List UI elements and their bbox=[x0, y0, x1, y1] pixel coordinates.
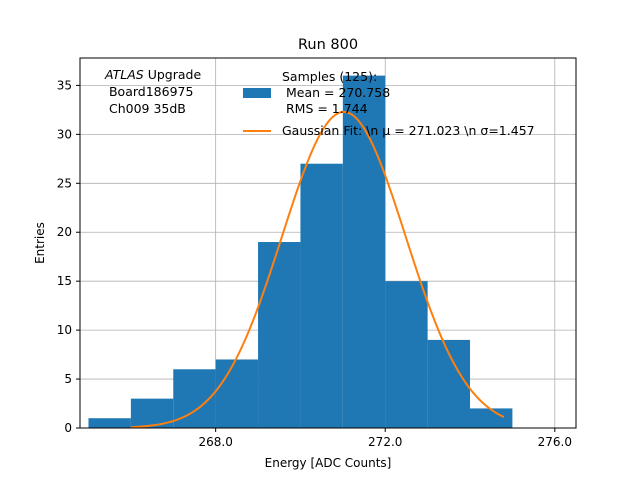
histogram-bar-0 bbox=[88, 418, 131, 428]
y-tick-label-0: 0 bbox=[64, 421, 72, 435]
legend-histogram-label-line-3: RMS = 1.744 bbox=[282, 101, 368, 116]
y-tick-label-1: 5 bbox=[64, 372, 72, 386]
plot-frame bbox=[79, 57, 577, 429]
y-tick-label-2: 10 bbox=[57, 323, 72, 337]
x-tick-label-1: 272.0 bbox=[368, 435, 402, 449]
annotation-channel: Ch009 35dB bbox=[105, 101, 186, 116]
legend-histogram-label-line-1: Samples (125): bbox=[282, 69, 377, 84]
annotation-experiment: ATLAS bbox=[104, 67, 144, 82]
legend-histogram-swatch bbox=[243, 88, 271, 98]
svg-text:ATLAS Upgrade: ATLAS Upgrade bbox=[104, 67, 201, 82]
chart-title: Run 800 bbox=[298, 37, 358, 53]
y-axis-ticks: 0 5 10 15 20 25 30 35 bbox=[57, 78, 80, 435]
y-tick-label-3: 15 bbox=[57, 274, 72, 288]
x-tick-label-2: 276.0 bbox=[538, 435, 572, 449]
histogram-bar-7 bbox=[385, 281, 428, 428]
y-tick-label-7: 35 bbox=[57, 78, 72, 92]
histogram-bar-3 bbox=[215, 359, 259, 428]
y-tick-label-4: 20 bbox=[57, 225, 72, 239]
x-axis-label: Energy [ADC Counts] bbox=[265, 456, 392, 470]
histogram-bars bbox=[88, 75, 513, 428]
gaussian-fit bbox=[130, 110, 505, 429]
y-tick-label-5: 25 bbox=[57, 176, 72, 190]
histogram-bar-5 bbox=[300, 163, 343, 428]
y-axis-label: Entries bbox=[33, 222, 47, 264]
histogram-bar-6 bbox=[342, 75, 386, 428]
gaussian-fit-curve bbox=[130, 110, 505, 429]
x-axis-ticks: 268.0 272.0 276.0 bbox=[198, 428, 572, 449]
annotation-board: Board186975 bbox=[105, 84, 193, 99]
histogram-bar-9 bbox=[470, 408, 513, 428]
legend-histogram-label-line-2: Mean = 270.758 bbox=[282, 85, 390, 100]
atlas-annotation: ATLAS Upgrade Board186975 Ch009 35dB bbox=[104, 67, 201, 116]
x-tick-label-0: 268.0 bbox=[198, 435, 232, 449]
histogram-bar-4 bbox=[258, 242, 301, 428]
legend-fit-label: Gaussian Fit: \n μ = 271.023 \n σ=1.457 bbox=[282, 123, 535, 138]
annotation-experiment-suffix: Upgrade bbox=[144, 67, 202, 82]
legend: Samples (125): Mean = 270.758 RMS = 1.74… bbox=[243, 69, 535, 138]
y-tick-label-6: 30 bbox=[57, 127, 72, 141]
